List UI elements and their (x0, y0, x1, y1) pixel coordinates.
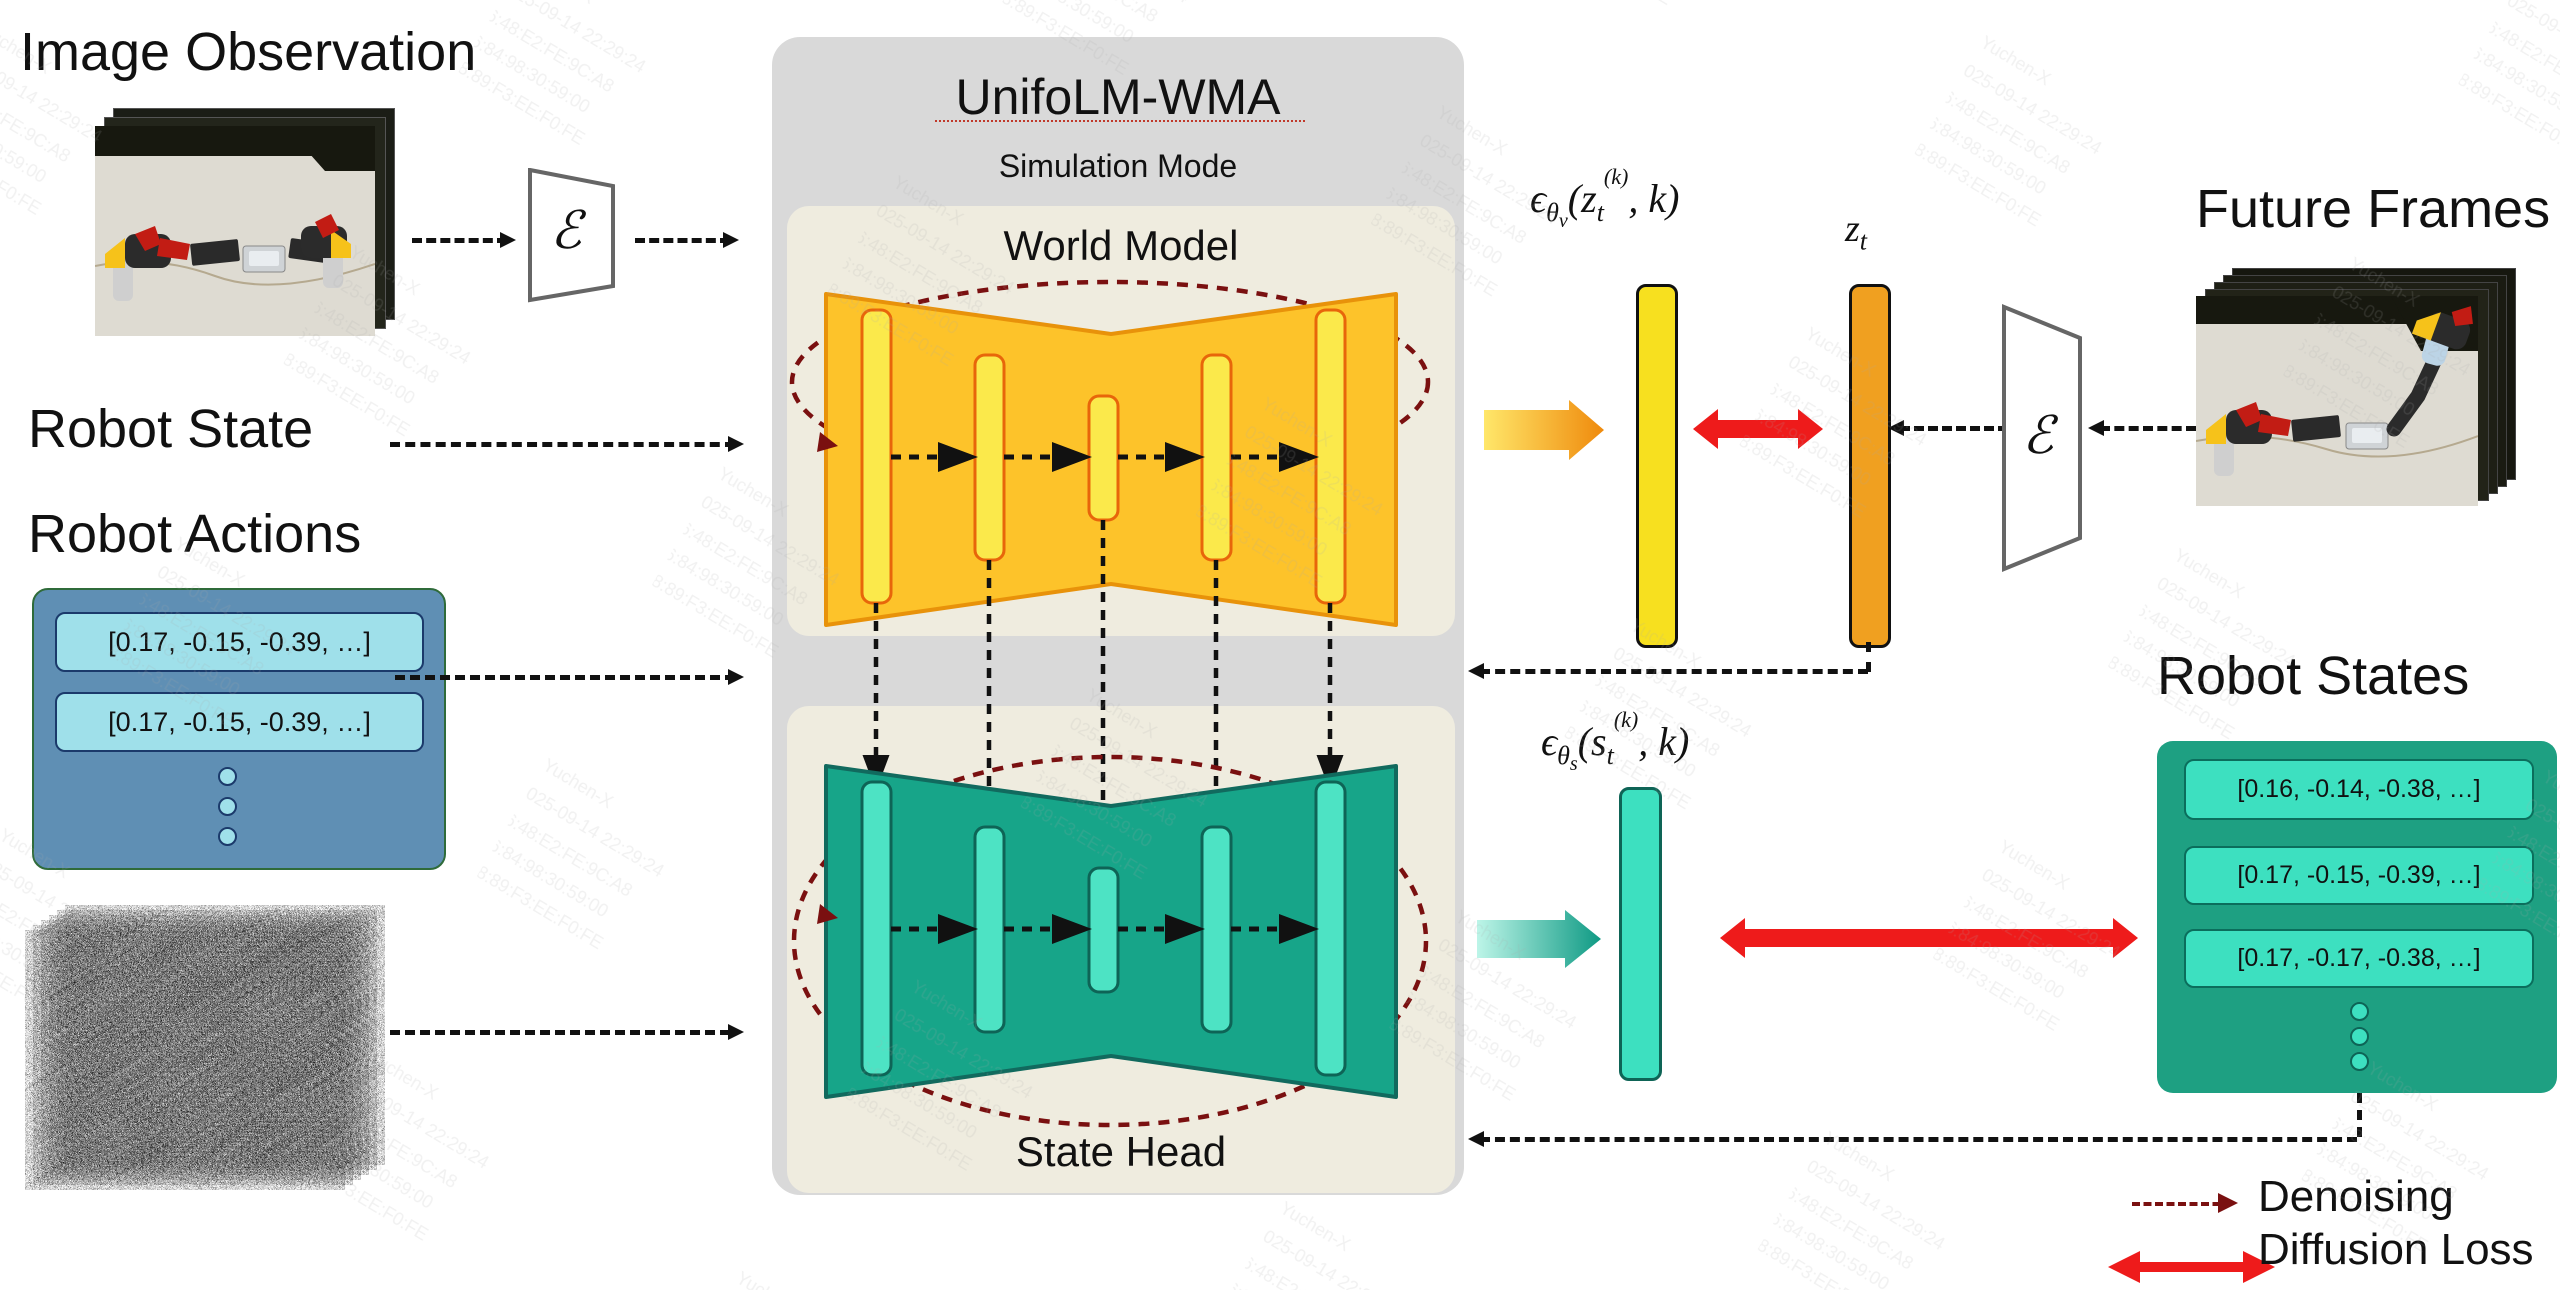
svg-text:ℰ: ℰ (2022, 408, 2058, 465)
